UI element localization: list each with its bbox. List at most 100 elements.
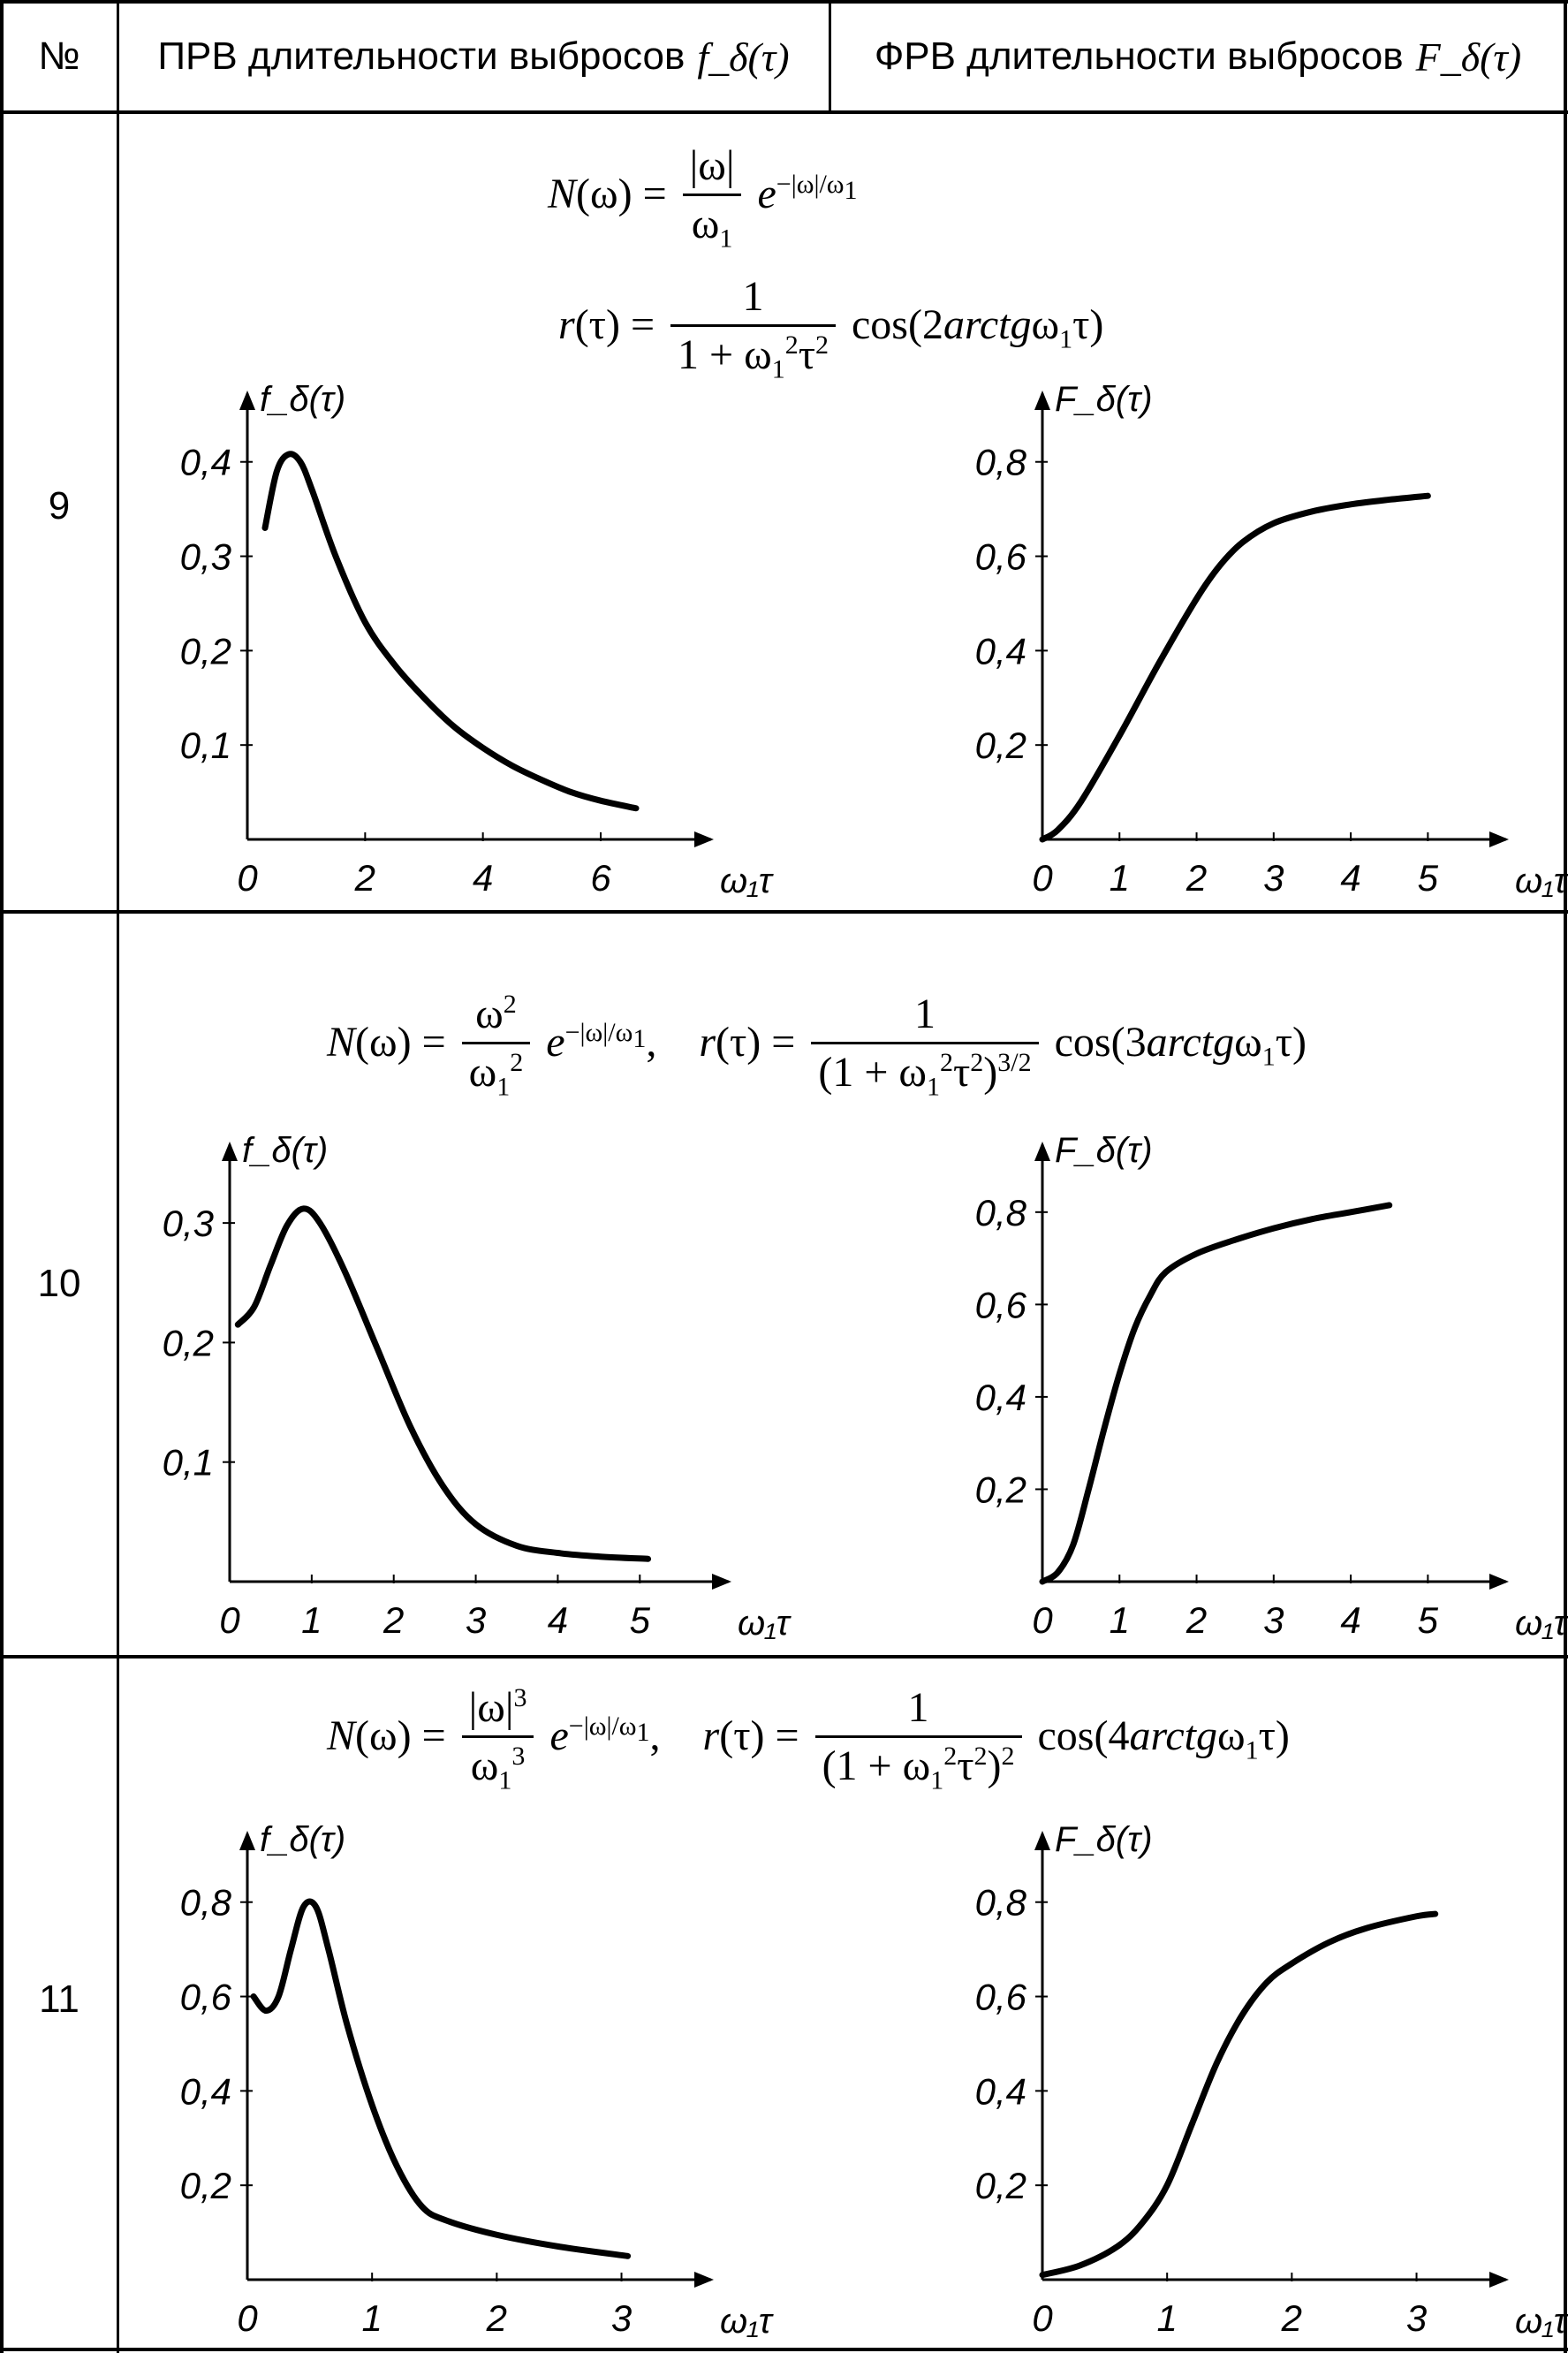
series-curve [250,1898,632,2259]
x-tick-label: 2 [354,857,375,899]
row-divider-header [0,110,1568,114]
series-curve [234,1205,652,1562]
x-tick-label: 3 [1263,857,1284,899]
x-tick-label: 2 [1185,857,1207,899]
table-border-left [0,0,4,2353]
y-axis-label: F_δ(τ) [1055,1820,1153,1859]
x-tick-label: 0 [237,857,258,899]
y-tick-label: 0,2 [975,2165,1026,2206]
header-cdf-symbol: F_δ(τ) [1415,34,1522,80]
series-curve [1039,492,1431,843]
x-tick-label: 4 [1340,857,1360,899]
row-number-10: 10 [37,1262,81,1305]
y-axis-arrow-icon [1034,1142,1050,1161]
x-axis-arrow-icon [694,831,714,847]
y-tick-label: 0,8 [180,1882,232,1924]
x-tick-label: 5 [1418,1599,1439,1641]
y-tick-label: 0,6 [180,1977,232,2018]
chart-cdf-9: F_δ(τ) ω₁τ 0 1 2 3 4 5 0,2 0,4 0,6 0,8 [975,380,1568,900]
series-curve [261,451,640,812]
header-pdf-symbol: f_δ(τ) [697,34,790,80]
y-axis-arrow-icon [1034,1831,1050,1850]
y-axis-arrow-icon [222,1142,238,1161]
row-divider-10 [0,1655,1568,1658]
x-tick-label: 1 [361,2297,382,2339]
x-axis-label: ω₁τ [720,862,775,900]
y-tick-label: 0,3 [180,536,231,578]
y-tick-label: 0,1 [180,725,231,766]
x-tick-label: 0 [237,2297,258,2339]
x-tick-label: 2 [486,2297,507,2339]
x-tick-label: 2 [1281,2297,1302,2339]
x-axis-label: ω₁τ [1515,862,1568,900]
header-cdf: ФРВ длительности выбросов F_δ(τ) [830,0,1565,113]
y-axis-label: f_δ(τ) [260,1820,345,1859]
x-axis-arrow-icon [1489,1574,1509,1590]
header-cdf-label: ФРВ длительности выбросов [874,34,1404,78]
y-tick-label: 0,2 [975,725,1026,766]
x-tick-label: 4 [548,1599,568,1641]
row-number-11: 11 [39,1977,80,2021]
y-axis-arrow-icon [1034,391,1050,410]
header-num-label: № [38,34,80,78]
y-tick-label: 0,3 [163,1203,214,1244]
x-tick-label: 6 [590,857,611,899]
x-tick-label: 3 [1263,1599,1284,1641]
x-tick-label: 3 [466,1599,486,1641]
y-axis-label: F_δ(τ) [1055,380,1153,419]
series-curve [1039,1202,1393,1585]
x-tick-label: 5 [1418,857,1439,899]
x-axis-arrow-icon [1489,831,1509,847]
x-tick-label: 3 [611,2297,632,2339]
y-tick-label: 0,4 [975,1377,1026,1418]
table-border-bottom [0,2348,1568,2351]
y-tick-label: 0,8 [975,442,1027,483]
table-border-right [1564,0,1567,2353]
x-tick-label: 4 [473,857,493,899]
y-axis-label: f_δ(τ) [260,380,345,419]
y-axis-arrow-icon [239,391,255,410]
y-tick-label: 0,6 [975,1284,1027,1325]
x-axis-arrow-icon [712,1574,731,1590]
x-tick-label: 1 [1110,857,1130,899]
y-tick-label: 0,2 [975,1469,1026,1510]
series-curve [1039,1910,1439,2279]
x-tick-label: 1 [301,1599,322,1641]
x-tick-label: 0 [1032,2297,1053,2339]
y-tick-label: 0,1 [163,1442,214,1484]
x-tick-label: 0 [219,1599,240,1641]
y-tick-label: 0,2 [180,2165,231,2206]
x-tick-label: 4 [1340,1599,1360,1641]
chart-pdf-10: f_δ(τ) ω₁τ 0 1 2 3 4 5 0,1 0,2 0,3 [163,1131,792,1643]
y-tick-label: 0,4 [975,630,1026,672]
x-tick-label: 3 [1406,2297,1427,2339]
x-axis-arrow-icon [1489,2272,1509,2288]
table-border-top [0,0,1568,4]
chart-cdf-10: F_δ(τ) ω₁τ 0 1 2 3 4 5 0,2 0,4 0,6 0,8 [975,1131,1568,1643]
column-divider-header [829,0,831,113]
y-tick-label: 0,4 [180,442,231,483]
y-axis-label: f_δ(τ) [242,1131,328,1170]
y-tick-label: 0,8 [975,1192,1027,1233]
y-tick-label: 0,2 [180,630,231,672]
y-tick-label: 0,8 [975,1882,1027,1924]
x-axis-label: ω₁τ [720,2302,775,2341]
formula-n-10: N(ω) = ω2 ω12 e−|ω|/ω1, r(τ) = 1 (1 + ω12τ… [327,990,1307,1102]
x-axis-label: ω₁τ [738,1604,792,1643]
header-pdf-label: ПРВ длительности выбросов [157,34,686,78]
header-pdf: ПРВ длительности выбросов f_δ(τ) [118,0,829,113]
x-axis-label: ω₁τ [1515,1604,1568,1643]
column-divider-num [117,0,119,2353]
x-tick-label: 1 [1156,2297,1177,2339]
y-tick-label: 0,2 [163,1322,214,1363]
header-num: № [0,0,118,113]
y-tick-label: 0,6 [975,1977,1027,2018]
x-tick-label: 0 [1032,857,1053,899]
x-tick-label: 2 [1185,1599,1207,1641]
x-tick-label: 0 [1032,1599,1053,1641]
row-divider-9 [0,910,1568,914]
chart-pdf-11: f_δ(τ) ω₁τ 0 1 2 3 0,2 0,4 0,6 0,8 [180,1820,775,2341]
row-number-9: 9 [48,484,71,528]
